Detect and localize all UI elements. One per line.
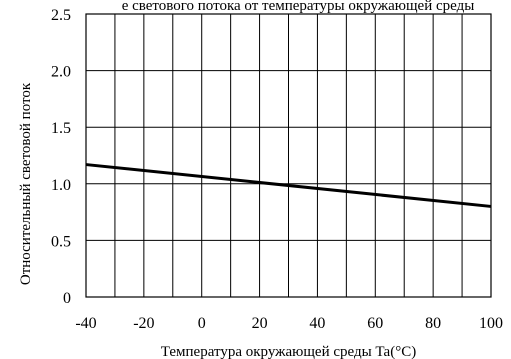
- axis-layer: [85, 13, 492, 298]
- y-tick-label: 1.0: [51, 177, 71, 194]
- chart-title-fragment: е светового потока от температуры окружа…: [122, 0, 475, 14]
- series-line: [85, 163, 492, 208]
- x-tick-label: 80: [425, 315, 441, 332]
- series-layer: [85, 163, 492, 208]
- x-tick-label: 20: [252, 315, 268, 332]
- y-tick-label: 2.0: [51, 64, 71, 81]
- plot-frame: [85, 13, 492, 298]
- grid-layer: [85, 13, 492, 298]
- y-tick-label: 2.5: [51, 7, 71, 24]
- y-tick-label: 0: [63, 290, 71, 307]
- x-tick-label: 100: [479, 315, 503, 332]
- x-tick-label: -20: [133, 315, 154, 332]
- x-tick-label: 0: [198, 315, 206, 332]
- x-tick-label: 60: [367, 315, 383, 332]
- y-tick-label: 0.5: [51, 233, 71, 250]
- label-layer: е светового потока от температуры окружа…: [18, 0, 503, 359]
- y-axis-label: Относительный световой поток: [18, 82, 34, 285]
- y-tick-label: 1.5: [51, 120, 71, 137]
- x-tick-label: 40: [309, 315, 325, 332]
- x-axis-label: Температура окружающей среды Ta(°C): [161, 344, 416, 359]
- x-tick-label: -40: [75, 315, 96, 332]
